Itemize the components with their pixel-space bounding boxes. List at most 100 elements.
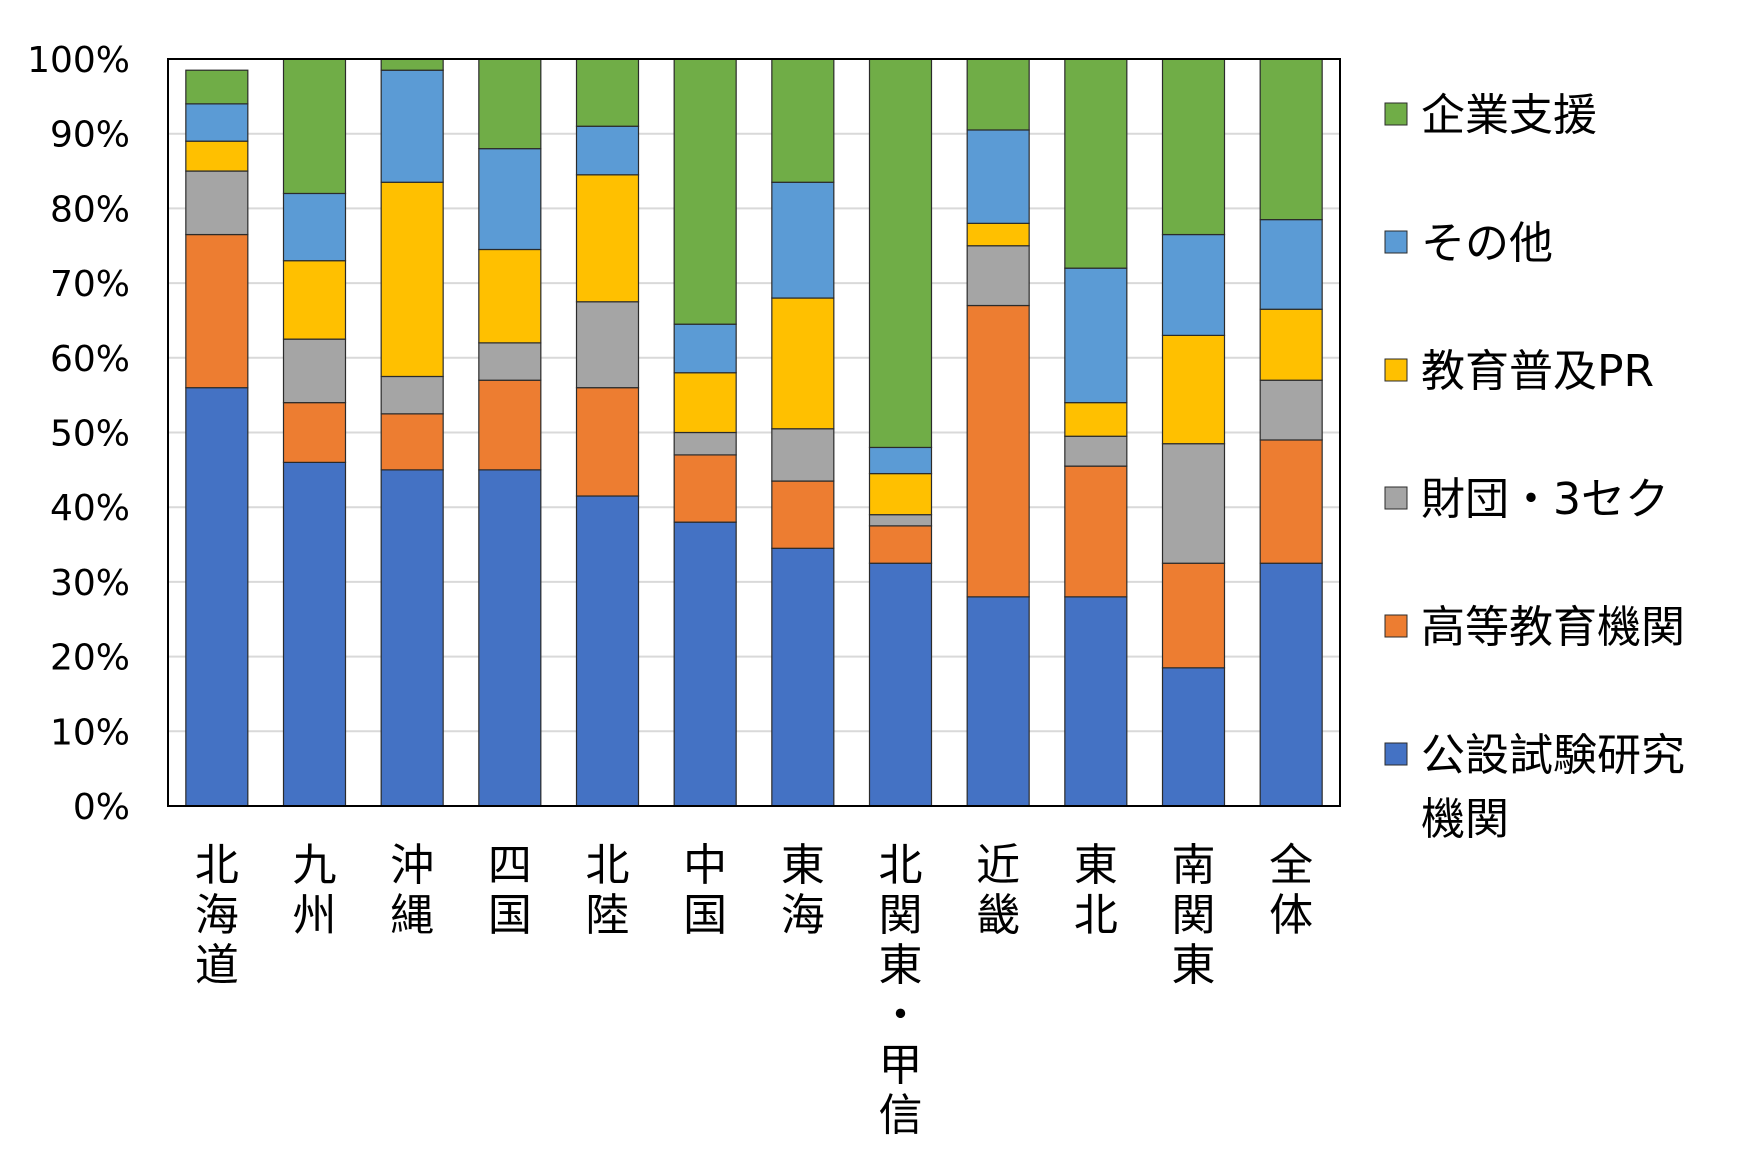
bar-segment xyxy=(380,469,444,807)
bar-segment xyxy=(1259,219,1323,310)
bar-segment xyxy=(673,521,737,807)
bar-segment xyxy=(282,461,347,807)
bar-segment xyxy=(282,192,347,262)
bar-segment xyxy=(282,260,347,340)
legend-swatch xyxy=(1384,102,1408,126)
x-tick-label-char: 北 xyxy=(195,840,239,891)
y-tick-label: 20% xyxy=(50,638,130,679)
plot-frame xyxy=(167,58,1341,807)
bar-segment xyxy=(282,58,347,195)
x-tick-label-char: 北 xyxy=(1074,890,1118,941)
legend-label: 教育普及PR xyxy=(1421,346,1654,397)
bar-segment xyxy=(575,174,640,303)
x-tick-label-char: 体 xyxy=(1269,890,1313,941)
y-tick-label: 60% xyxy=(50,339,130,380)
bar-segment xyxy=(1259,308,1323,381)
x-tick-label-char: 東 xyxy=(1074,840,1118,891)
legend-swatch xyxy=(1384,230,1408,254)
bar-segment xyxy=(185,233,249,389)
y-tick-label: 80% xyxy=(50,189,130,230)
x-tick-label-char: 四 xyxy=(488,840,532,891)
legend-swatch xyxy=(1384,742,1408,766)
y-tick-label: 100% xyxy=(27,40,130,81)
bar-segment xyxy=(1161,443,1226,564)
bar-segment xyxy=(575,125,640,176)
bar-segment xyxy=(966,245,1030,307)
y-tick-label: 40% xyxy=(50,488,130,529)
x-tick-label-char: 畿 xyxy=(976,890,1020,941)
bar-segment xyxy=(1259,439,1323,564)
bar-segment xyxy=(185,69,249,105)
bar-segment xyxy=(478,342,542,381)
x-tick-label-char: 九 xyxy=(293,840,337,891)
bar-segment xyxy=(575,58,640,127)
bar-segment xyxy=(478,148,542,251)
bar-segment xyxy=(673,323,737,374)
bar-segment xyxy=(185,103,249,142)
x-tick-label-char: 陸 xyxy=(586,890,630,941)
bar-segment xyxy=(771,181,835,299)
y-tick-label: 0% xyxy=(73,787,130,828)
legend-label: 財団・3セク xyxy=(1421,474,1669,525)
bar-segment xyxy=(1161,233,1226,336)
legend-swatch xyxy=(1384,486,1408,510)
bar-segment xyxy=(966,129,1030,224)
x-tick-label-char: 信 xyxy=(879,1090,923,1141)
y-tick-label: 50% xyxy=(50,414,130,455)
bar-segment xyxy=(575,495,640,807)
y-tick-label: 10% xyxy=(50,712,130,753)
x-tick-label-char: 東 xyxy=(879,940,923,991)
bar-segment xyxy=(185,140,249,172)
bar-segment xyxy=(575,301,640,389)
bar-segment xyxy=(673,454,737,523)
x-tick-label-char: 国 xyxy=(683,890,727,941)
legend-swatch xyxy=(1384,358,1408,382)
bar-segment xyxy=(380,413,444,471)
x-tick-label-char: 沖 xyxy=(390,840,434,891)
x-tick-label-char: 海 xyxy=(781,890,825,941)
bar-segment xyxy=(673,58,737,325)
bar-segment xyxy=(868,562,933,807)
bar-segment xyxy=(868,446,933,475)
x-tick-label-char: 近 xyxy=(976,840,1020,891)
x-tick-label-char: 北 xyxy=(879,840,923,891)
x-tick-label-char: 北 xyxy=(586,840,630,891)
bar-segment xyxy=(1161,562,1226,669)
bar-segment xyxy=(1064,267,1128,404)
y-tick-labels: 0% 10% 20% 30% 40% 50% 60% 70% 80% 90% 100% xyxy=(27,40,130,828)
legend-label: その他 xyxy=(1421,218,1553,269)
legend-label: 企業支援 xyxy=(1421,90,1597,141)
bar-segment xyxy=(868,514,933,527)
bar-segment xyxy=(380,181,444,378)
bar-segment xyxy=(1259,58,1323,221)
legend-label: 公設試験研究 xyxy=(1421,730,1685,781)
bar-segment xyxy=(673,431,737,456)
x-tick-label-char: 甲 xyxy=(879,1040,923,1091)
bar-segment xyxy=(478,469,542,807)
x-tick-label-char: 縄 xyxy=(390,890,434,941)
bar-segment xyxy=(380,58,444,71)
bar-segment xyxy=(1161,334,1226,445)
bar-segment xyxy=(380,375,444,415)
bar-segment xyxy=(1064,58,1128,269)
bar-segment xyxy=(575,387,640,497)
y-tick-label: 70% xyxy=(50,264,130,305)
bar-segment xyxy=(673,372,737,434)
bar-segment xyxy=(868,525,933,564)
x-tick-label-char: 国 xyxy=(488,890,532,941)
bar-segment xyxy=(868,472,933,516)
bar-segment xyxy=(966,304,1030,598)
bar-segment xyxy=(1259,379,1323,441)
bar-segment xyxy=(478,58,542,150)
bar-segment xyxy=(771,428,835,482)
bar-segment xyxy=(1161,667,1226,807)
bar-segment xyxy=(380,69,444,183)
bar-segment xyxy=(868,58,933,449)
x-tick-label-char: 南 xyxy=(1172,840,1216,891)
y-tick-label: 90% xyxy=(50,115,130,156)
bar-segment xyxy=(1161,58,1226,236)
bar-segment xyxy=(1064,435,1128,467)
x-tick-label-char: 道 xyxy=(195,940,239,991)
